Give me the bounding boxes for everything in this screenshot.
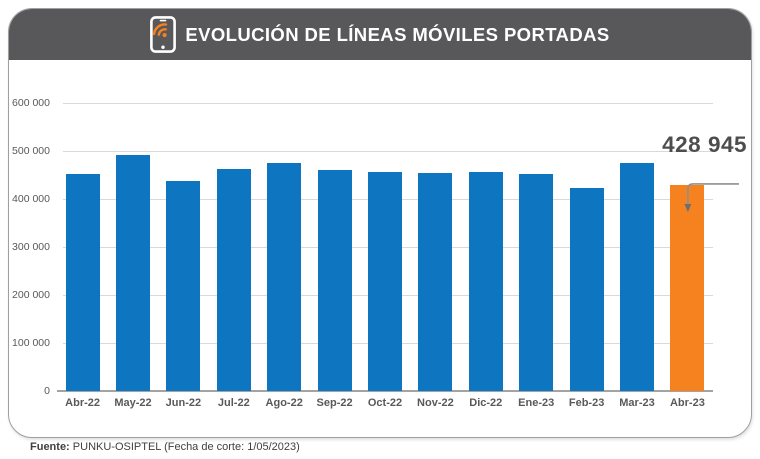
phone-signal-icon: [150, 16, 177, 53]
header-band: EVOLUCIÓN DE LÍNEAS MÓVILES PORTADAS: [9, 9, 751, 60]
source-text: PUNKU-OSIPTEL (Fecha de corte: 1/05/2023…: [69, 441, 300, 453]
x-axis-label-Nov-22: Nov-22: [417, 397, 454, 409]
bar-Mar-23: [620, 163, 654, 391]
x-axis-label-Ago-22: Ago-22: [265, 397, 303, 409]
y-axis-label: 400 000: [12, 193, 50, 205]
y-axis-label: 100 000: [12, 337, 50, 349]
y-axis-label: 500 000: [12, 145, 50, 157]
x-axis-label-Sep-22: Sep-22: [316, 397, 353, 409]
y-axis-label: 600 000: [12, 97, 50, 109]
bar-Ene-23: [519, 173, 554, 391]
gridline-600000: [63, 103, 713, 104]
bar-Abr-23: [670, 185, 705, 391]
x-axis-label-Abr-23: Abr-23: [669, 397, 705, 409]
bar-Oct-22: [368, 171, 402, 391]
bar-Sep-22: [317, 170, 352, 391]
bar-May-22: [116, 155, 150, 391]
x-axis-label-Oct-22: Oct-22: [367, 397, 403, 409]
bar-Ago-22: [267, 162, 302, 391]
x-axis-label-Ene-23: Ene-23: [518, 397, 555, 409]
y-axis-label: 300 000: [12, 241, 50, 253]
gridline-500000: [63, 151, 713, 152]
x-axis-label-Mar-23: Mar-23: [619, 397, 655, 409]
chart-area: 0 100 000 200 000 300 000 400 000 500 000 600 …: [9, 60, 751, 437]
x-axis-label-Abr-22: Abr-22: [65, 397, 101, 409]
chart-frame: EVOLUCIÓN DE LÍNEAS MÓVILES PORTADAS 0 10…: [8, 8, 752, 438]
bar-Feb-23: [569, 187, 604, 391]
plot-area: 0 100 000 200 000 300 000 400 000 500 000 600 …: [12, 97, 713, 409]
chart-title: EVOLUCIÓN DE LÍNEAS MÓVILES PORTADAS: [185, 23, 610, 45]
y-axis-label: 200 000: [12, 289, 50, 301]
x-axis-line: [57, 390, 713, 392]
bar-Abr-22: [65, 174, 100, 391]
x-axis-label-May-22: May-22: [114, 397, 152, 409]
source-label: Fuente:: [30, 441, 70, 453]
x-axis-label-Jul-22: Jul-22: [217, 397, 250, 409]
x-axis-label-Dic-22: Dic-22: [469, 397, 503, 409]
bar-Dic-22: [468, 172, 503, 391]
bar-Jul-22: [216, 168, 251, 391]
y-axis-label: 0: [44, 385, 50, 397]
x-axis-label-Feb-23: Feb-23: [568, 397, 605, 409]
bar-Nov-22: [418, 173, 453, 391]
bar-Jun-22: [166, 181, 201, 391]
x-axis-label-Jun-22: Jun-22: [165, 397, 202, 409]
highlight-value-label: 428 945: [662, 132, 747, 157]
source-note: Fuente: PUNKU-OSIPTEL (Fecha de corte: 1…: [30, 441, 300, 453]
